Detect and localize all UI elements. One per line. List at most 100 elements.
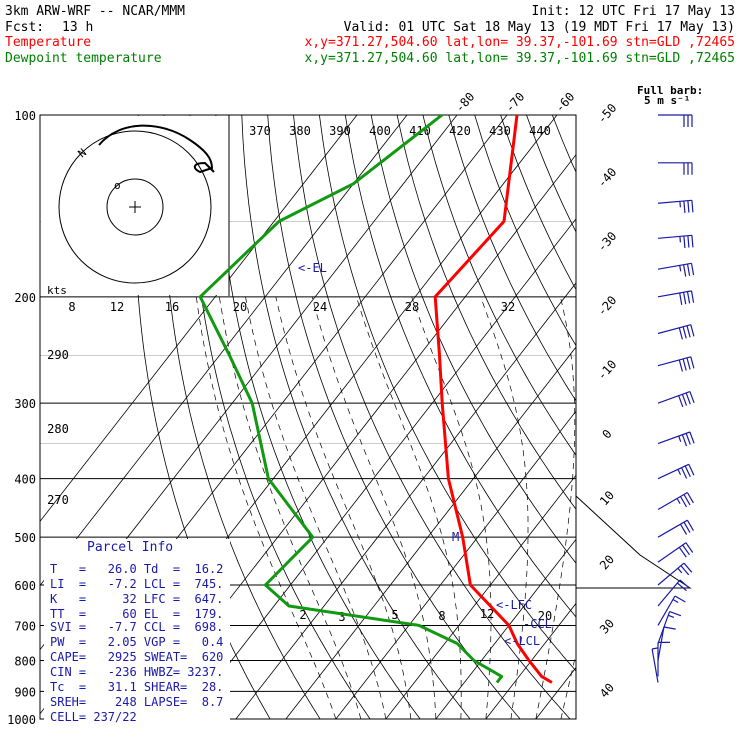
hodograph-ring — [58, 130, 212, 284]
isotherm-label: 30 — [597, 616, 617, 636]
parcel-row: CELL= 237/22 — [50, 710, 137, 724]
valid-time: Valid: 01 UTC Sat 18 May 13 (19 MDT Fri … — [344, 20, 735, 35]
moist-adiabat — [560, 652, 576, 719]
theta-label: 430 — [489, 124, 511, 138]
mixing-ratio-label: 8 — [68, 300, 75, 314]
mixing-ratio-low-label: 12 — [480, 607, 494, 621]
dry-adiabat — [241, 115, 471, 719]
theta-left-label: 280 — [47, 422, 69, 436]
isotherm-line — [535, 666, 576, 719]
ccl-marker: -CCL — [523, 617, 552, 631]
wind-barb — [657, 491, 694, 511]
isotherm-label: -60 — [552, 90, 577, 115]
isotherm-label: -50 — [595, 101, 620, 126]
theta-left-label: 270 — [47, 493, 69, 507]
el-marker: <-EL — [298, 261, 327, 275]
pressure-tick-label: 400 — [14, 473, 36, 487]
isotherm-line — [385, 474, 576, 719]
dry-adiabat — [396, 115, 576, 510]
theta-label: 420 — [449, 124, 471, 138]
dry-adiabat — [551, 115, 576, 174]
sounding-curves — [198, 115, 553, 684]
theta-label: 370 — [249, 124, 271, 138]
dry-adiabat — [630, 115, 740, 719]
pressure-tick-label: 800 — [14, 654, 36, 668]
pressure-tick-label: 1000 — [7, 713, 36, 727]
wind-barb — [657, 519, 694, 538]
dry-adiabat — [189, 115, 371, 719]
isotherm-label: -10 — [595, 357, 620, 382]
wind-barb — [651, 647, 659, 683]
mixing-ratio-label: 12 — [110, 300, 124, 314]
curves-clipped — [198, 115, 553, 684]
wind-barb — [657, 431, 695, 447]
wind-barb — [657, 199, 694, 213]
parcel-row: Tc = 31.1 SHEAR= 28. — [50, 680, 223, 694]
parcel-row: PW = 2.05 VGP = 0.4 — [50, 635, 223, 649]
dry-adiabat — [370, 115, 576, 564]
mixing-ratio-label: 24 — [313, 300, 327, 314]
hodograph-ring — [106, 178, 164, 236]
parcel-row: K = 32 LFC = 647. — [50, 592, 223, 606]
wind-barb — [657, 162, 693, 175]
isotherm-label: 20 — [597, 552, 617, 572]
lfc-marker: <-LFC — [496, 598, 532, 612]
moist-adiabat — [311, 296, 437, 719]
wind-barb — [657, 234, 694, 249]
wind-barb — [657, 262, 695, 277]
isotherm-label: -20 — [595, 293, 620, 318]
moist-adiabat — [275, 296, 412, 719]
dry-adiabat — [267, 115, 521, 719]
isotherm-label: 10 — [597, 488, 617, 508]
dry-adiabat — [422, 115, 576, 456]
legend-dewpoint-name: Dewpoint temperature — [5, 51, 162, 66]
mixing-ratio-low-label: 3 — [338, 610, 345, 624]
dry-adiabat — [162, 115, 321, 719]
theta-label: 380 — [289, 124, 311, 138]
m-marker: M — [452, 530, 459, 544]
theta-label: 400 — [369, 124, 391, 138]
isotherm-line — [335, 410, 576, 719]
fcst-hours: 13 h — [62, 20, 93, 35]
isotherm-label: 40 — [597, 680, 617, 700]
wind-barb — [657, 324, 695, 340]
isotherm-label: -30 — [595, 229, 620, 254]
moist-adiabat — [535, 296, 576, 719]
legend-dewpoint-info: x,y=371.27,504.60 lat,lon= 39.37,-101.69… — [305, 51, 735, 66]
mixing-ratio-label: 28 — [405, 300, 419, 314]
moist-adiabat — [356, 296, 462, 719]
wind-barb — [657, 290, 695, 305]
parcel-info-title: Parcel Info — [87, 540, 173, 555]
hodograph-unit-label: kts — [47, 284, 67, 297]
dry-adiabat — [526, 115, 576, 233]
parcel-row: CAPE= 2925 SWEAT= 620 — [50, 650, 223, 664]
mixing-ratio-low-label: 20 — [538, 609, 552, 623]
mixing-ratio-label: 32 — [501, 300, 515, 314]
isotherm-label: 0 — [599, 427, 614, 442]
isotherm-label: -40 — [595, 165, 620, 190]
pressure-tick-label: 500 — [14, 531, 36, 545]
pressure-tick-label: 200 — [14, 291, 36, 305]
mixing-ratio-label: 20 — [233, 300, 247, 314]
legend-temperature-info: x,y=371.27,504.60 lat,lon= 39.37,-101.69… — [305, 35, 735, 50]
mixing-ratio-low-label: 8 — [438, 609, 445, 623]
wind-barb — [657, 463, 695, 480]
isotherm-line — [235, 282, 576, 719]
theta-label: 390 — [329, 124, 351, 138]
wind-barb — [657, 356, 695, 372]
pressure-tick-label: 100 — [14, 109, 36, 123]
parcel-row: LI = -7.2 LCL = 745. — [50, 577, 223, 591]
isotherm-label: -70 — [502, 90, 527, 115]
theta-left-label: 290 — [47, 348, 69, 362]
isotherm-line — [40, 115, 358, 523]
wind-barb — [657, 391, 695, 408]
pressure-tick-label: 600 — [14, 579, 36, 593]
wind-barb — [657, 626, 676, 661]
mixing-ratio-low-label: 2 — [299, 608, 306, 622]
isotherm-label: -80 — [452, 90, 477, 115]
isotherm-line — [435, 538, 576, 719]
wind-barbs — [651, 114, 695, 683]
wind-barb — [657, 595, 686, 626]
